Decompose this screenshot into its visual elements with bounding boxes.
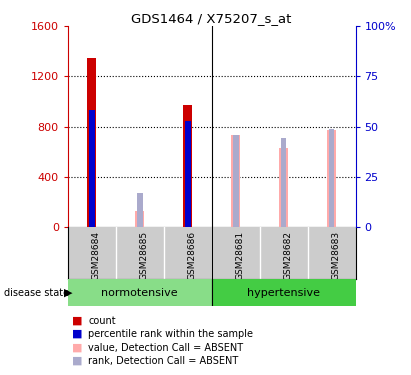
Text: ■: ■: [72, 343, 83, 352]
Text: GSM28685: GSM28685: [140, 231, 149, 280]
Text: GSM28684: GSM28684: [92, 231, 101, 280]
Text: disease state: disease state: [4, 288, 69, 297]
Bar: [212, 279, 356, 306]
Bar: [88, 58, 96, 227]
Bar: [327, 130, 336, 227]
Text: GSM28686: GSM28686: [188, 231, 197, 280]
Text: GSM28683: GSM28683: [332, 231, 341, 280]
Text: rank, Detection Call = ABSENT: rank, Detection Call = ABSENT: [88, 356, 239, 366]
Bar: [183, 105, 192, 227]
Bar: [137, 193, 143, 227]
Title: GDS1464 / X75207_s_at: GDS1464 / X75207_s_at: [132, 12, 292, 25]
Text: GSM28682: GSM28682: [284, 231, 293, 280]
Text: normotensive: normotensive: [102, 288, 178, 297]
Bar: [233, 135, 238, 227]
Bar: [279, 148, 288, 227]
Text: hypertensive: hypertensive: [247, 288, 320, 297]
Text: count: count: [88, 316, 116, 326]
Text: ■: ■: [72, 316, 83, 326]
Bar: [89, 110, 95, 227]
Bar: [329, 129, 335, 227]
Text: value, Detection Call = ABSENT: value, Detection Call = ABSENT: [88, 343, 243, 352]
Bar: [136, 211, 144, 227]
Bar: [231, 135, 240, 227]
Bar: [185, 120, 191, 227]
Bar: [68, 279, 212, 306]
Bar: [281, 138, 286, 227]
Text: ■: ■: [72, 356, 83, 366]
Text: GSM28681: GSM28681: [236, 231, 245, 280]
Text: percentile rank within the sample: percentile rank within the sample: [88, 329, 253, 339]
Text: ■: ■: [72, 329, 83, 339]
Text: ▶: ▶: [64, 288, 72, 297]
